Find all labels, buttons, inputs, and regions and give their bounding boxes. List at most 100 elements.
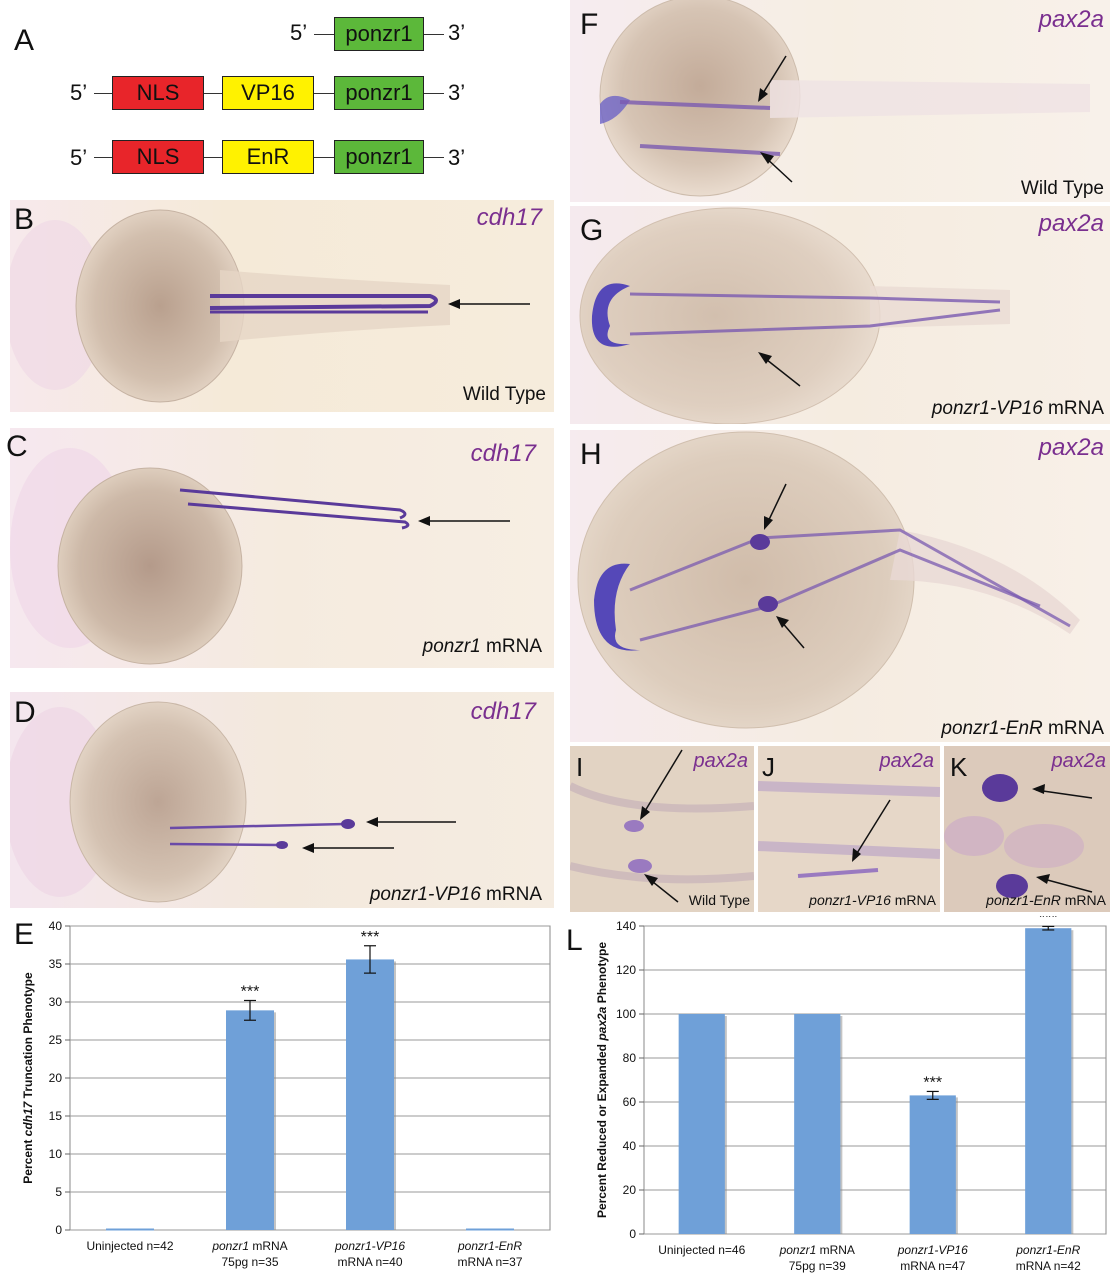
panel-label-i: I [576,752,584,782]
panel-label-d: D [14,696,36,729]
x-tick-label: ponzr1-VP16 [334,1239,405,1253]
embryo-illustration-b [10,209,530,403]
y-tick-label: 140 [616,919,636,933]
significance-label: *** [241,983,260,1000]
y-tick-label: 40 [623,1139,637,1153]
bar [678,1014,725,1234]
y-tick-label: 5 [55,1185,62,1199]
x-tick-label: ponzr1 mRNA [211,1239,287,1253]
panel-label-a: A [14,24,35,57]
y-axis-label: Percent cdh17 Truncation Phenotype [21,972,35,1184]
x-tick-label: Uninjected n=42 [86,1239,173,1253]
y-tick-label: 30 [49,995,63,1009]
y-tick-label: 0 [55,1223,62,1237]
chart-l: 0 20 40 60 80 100 120 140 Percent Reduced or Exp… [595,916,1107,1273]
panel-label-f: F [580,8,599,41]
zoom-illustration-i [570,749,754,903]
significance-label: *** [923,1074,942,1091]
x-tick-label: ponzr1 mRNA [779,1243,855,1257]
y-tick-label: 15 [49,1109,63,1123]
embryo-image-d: cdh17 ponzr1-VP16 mRNA [10,692,554,908]
gene-label-pax2a: pax2a [1038,6,1104,33]
zoom-image-i: pax2a Wild Type [570,746,754,912]
bar [226,1010,274,1230]
significance-label: *** [361,929,380,946]
y-tick-label: 100 [616,1007,636,1021]
condition-label: ponzr1 mRNA [422,636,542,657]
embryo-illustration-g [579,207,1010,424]
gene-label-pax2a: pax2a [1038,434,1104,461]
y-tick-label: 25 [49,1033,63,1047]
construct-box-ponzr1: ponzr1 [334,76,424,110]
x-tick-label: ponzr1-EnR [1015,1243,1080,1257]
three-prime-label: 3’ [448,80,466,105]
condition-label-wild-type: Wild Type [688,892,750,908]
gene-label-pax2a: pax2a [1038,210,1104,237]
x-tick-label: Uninjected n=46 [658,1243,745,1257]
panel-label-l: L [566,924,583,957]
five-prime-label: 5’ [290,20,308,45]
condition-label: ponzr1-EnR mRNA [986,892,1106,908]
zoom-image-k: pax2a ponzr1-EnR mRNA [944,746,1110,912]
chart-e: 0 5 10 15 20 25 30 35 40 Percent cdh17 Truncation… [21,919,551,1269]
condition-label: ponzr1-VP16 mRNA [931,398,1104,419]
x-tick-label: ponzr1-EnR [457,1239,522,1253]
panel-label-j: J [762,752,775,782]
gene-label-pax2a: pax2a [1051,750,1107,772]
y-tick-label: 35 [49,957,63,971]
panel-label-e: E [14,918,35,951]
panel-label-b: B [14,203,35,236]
zoom-illustration-k [944,774,1093,898]
embryo-image-b: cdh17 Wild Type [10,200,554,412]
construct-box-nls: NLS [112,140,204,174]
y-tick-label: 120 [616,963,636,977]
embryo-image-h: pax2a ponzr1-EnR mRNA [570,430,1110,742]
embryo-image-g: pax2a ponzr1-VP16 mRNA [570,206,1110,424]
condition-label: ponzr1-EnR mRNA [941,718,1104,739]
gene-label-cdh17: cdh17 [470,440,536,467]
bar [1025,928,1072,1234]
gene-label-pax2a: pax2a [693,750,749,772]
embryo-illustration-f [599,0,1090,197]
construct-box-ponzr1: ponzr1 [334,140,424,174]
embryo-illustration-h [577,431,1080,729]
zoom-illustration-j [758,781,940,878]
condition-label: ponzr1-VP16 mRNA [369,884,542,905]
construct-box-vp16: VP16 [222,76,314,110]
x-tick-label: mRNA n=42 [1016,1259,1081,1273]
y-tick-label: 60 [623,1095,637,1109]
embryo-illustration-d [10,701,456,903]
x-tick-label: ponzr1-VP16 [897,1243,968,1257]
gene-label-pax2a: pax2a [879,750,935,772]
x-tick-label: mRNA n=47 [900,1259,965,1273]
three-prime-label: 3’ [448,145,466,170]
x-tick-label: mRNA n=40 [337,1255,402,1269]
y-tick-label: 10 [49,1147,63,1161]
five-prime-label: 5’ [70,145,88,170]
construct-box-nls: NLS [112,76,204,110]
gene-label-cdh17: cdh17 [470,698,536,725]
construct-box-ponzr1: ponzr1 [334,17,424,51]
x-tick-label: 75pg n=39 [789,1259,846,1273]
significance-label: *** [1039,916,1058,926]
panel-label-k: K [950,752,968,782]
panel-label-g: G [580,214,604,247]
five-prime-label: 5’ [70,80,88,105]
y-axis-label: Percent Reduced or Expanded pax2a Phenot… [595,942,609,1218]
condition-label-wild-type: Wild Type [1020,178,1104,199]
y-tick-label: 80 [623,1051,637,1065]
x-tick-label: mRNA n=37 [457,1255,522,1269]
y-tick-label: 20 [623,1183,637,1197]
y-tick-label: 40 [49,919,63,933]
embryo-illustration-c [10,448,510,665]
bar [909,1095,956,1234]
construct-box-enr: EnR [222,140,314,174]
y-tick-label: 0 [629,1227,636,1241]
embryo-image-f: pax2a Wild Type [570,0,1110,202]
gene-label-cdh17: cdh17 [476,204,542,231]
panel-label-c: C [6,430,28,463]
bar [346,959,394,1230]
condition-label-wild-type: Wild Type [462,384,546,405]
y-tick-label: 20 [49,1071,63,1085]
three-prime-label: 3’ [448,20,466,45]
